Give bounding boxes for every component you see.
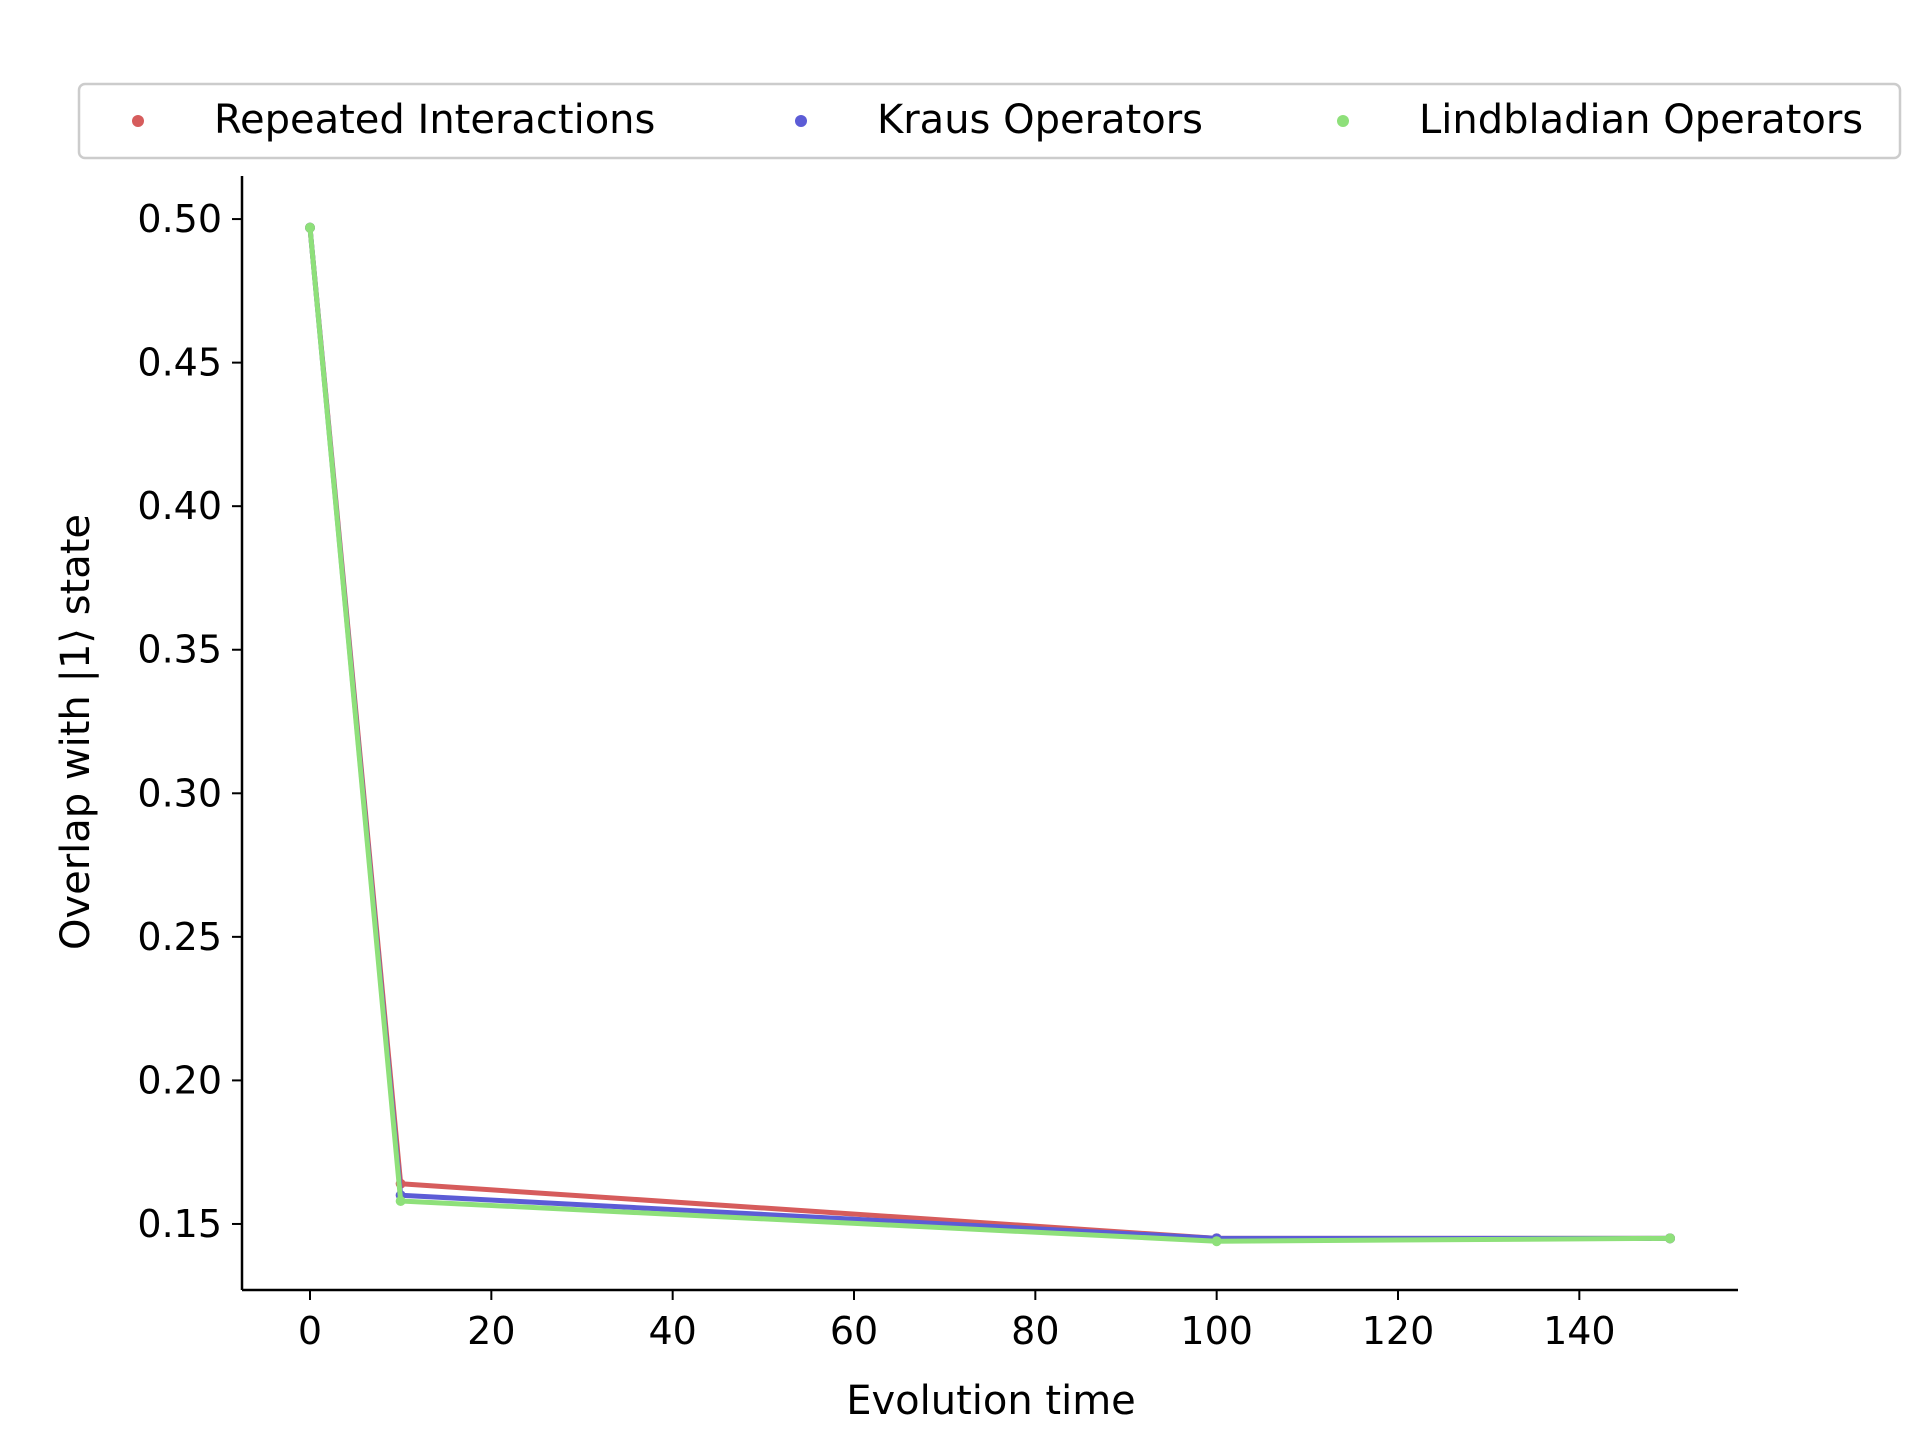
y-tick-label: 0.45 [137, 341, 222, 385]
legend-item: Repeated Interactions [132, 97, 655, 143]
axes: 0 20 40 60 80 100 120 140 0.15 0.20 0.25 0.30 0.35 0.… [137, 176, 1738, 1353]
legend-marker [1337, 115, 1349, 127]
data-point [305, 222, 315, 233]
series-2 [305, 222, 1675, 1247]
x-tick-label: 0 [298, 1309, 322, 1353]
legend-item: Kraus Operators [795, 97, 1203, 143]
x-tick-label: 120 [1362, 1309, 1435, 1353]
series-line [307, 227, 1670, 1241]
y-tick-label: 0.40 [137, 484, 222, 528]
x-axis-label: Evolution time [846, 1378, 1136, 1424]
legend-frame [77, 82, 1902, 160]
x-tick-label: 100 [1180, 1309, 1253, 1353]
legend-label: Kraus Operators [877, 97, 1203, 143]
y-tick-label: 0.35 [137, 628, 222, 672]
y-axis-label: Overlap with |1⟩ state [53, 514, 99, 950]
y-tick-label: 0.15 [137, 1202, 222, 1246]
legend-marker [132, 115, 144, 127]
legend-item: Lindbladian Operators [1337, 97, 1863, 143]
x-tick-label: 40 [648, 1309, 696, 1353]
x-tick-label: 80 [1011, 1309, 1059, 1353]
series-line [307, 227, 1670, 1241]
data-point [395, 1195, 406, 1206]
y-tick-label: 0.30 [137, 771, 222, 815]
series-lines [305, 222, 1675, 1247]
x-tick-label: 60 [830, 1309, 878, 1353]
y-tick-label: 0.50 [137, 197, 222, 241]
series-line [307, 227, 1671, 1244]
legend: Repeated Interactions Kraus Operators Lind… [77, 82, 1902, 160]
x-tick-label: 140 [1543, 1309, 1616, 1353]
legend-label: Repeated Interactions [214, 97, 655, 143]
data-point [1665, 1233, 1675, 1244]
series-0 [305, 222, 1675, 1244]
legend-marker [795, 115, 807, 127]
data-point [1211, 1236, 1222, 1247]
series-1 [305, 222, 1675, 1244]
y-tick-label: 0.25 [137, 915, 222, 959]
x-tick-label: 20 [467, 1309, 515, 1353]
legend-label: Lindbladian Operators [1419, 97, 1863, 143]
y-tick-label: 0.20 [137, 1058, 222, 1102]
